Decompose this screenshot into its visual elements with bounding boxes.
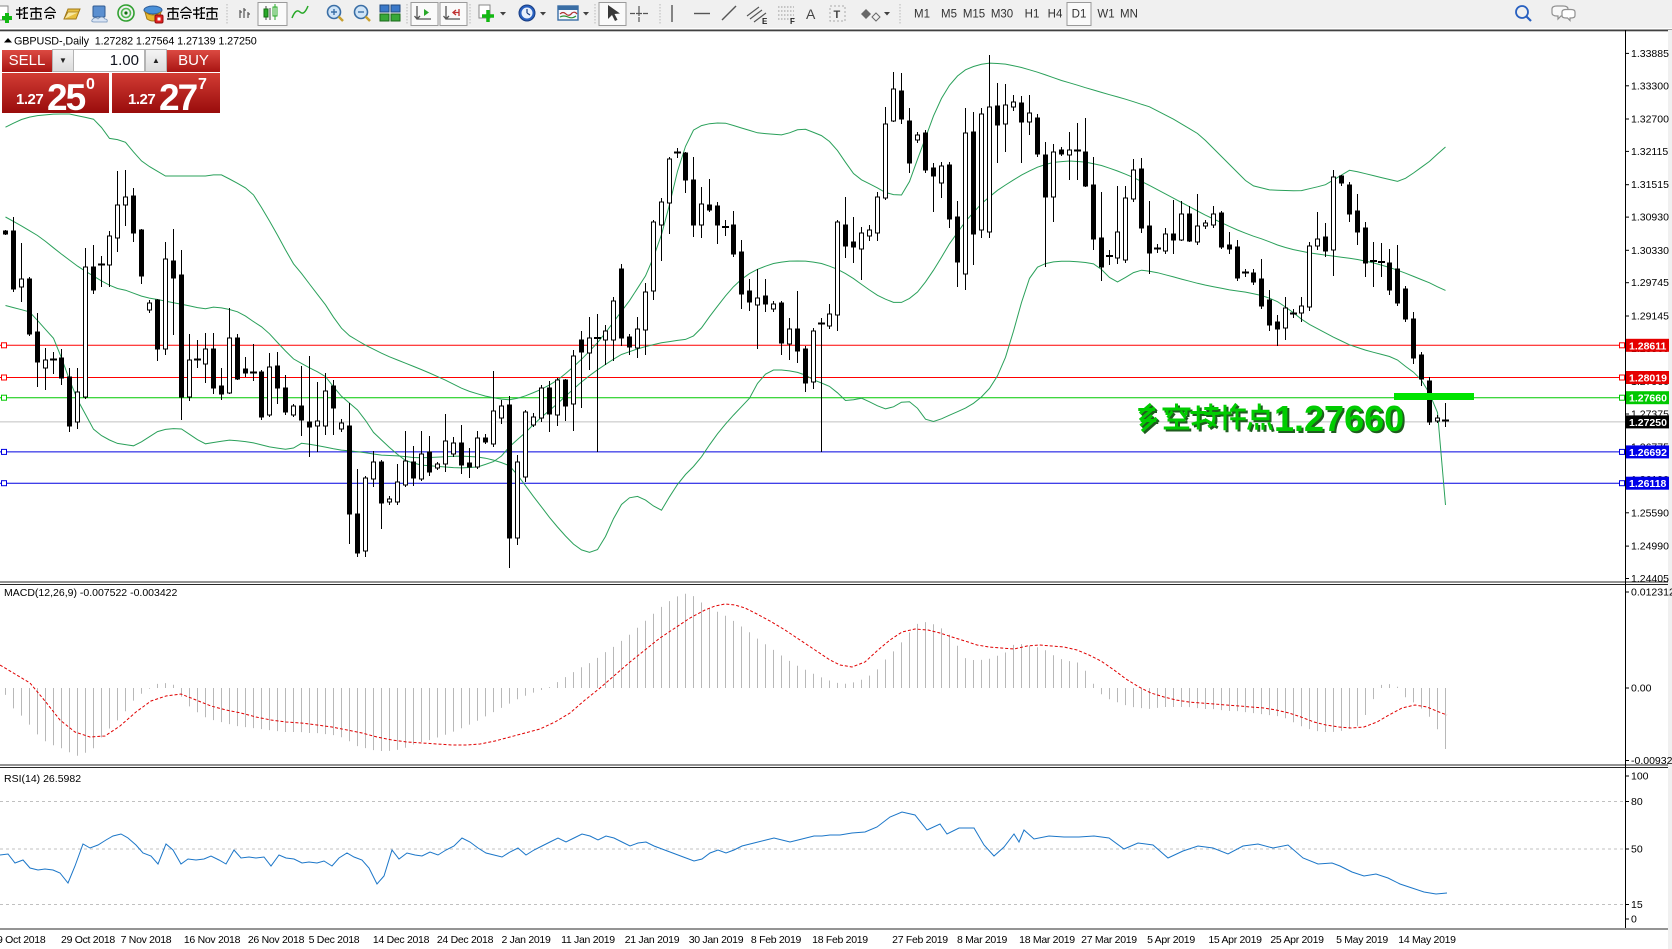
svg-text:8 Mar 2019: 8 Mar 2019 — [957, 934, 1008, 946]
svg-text:2 Jan 2019: 2 Jan 2019 — [502, 934, 551, 946]
svg-text:D1: D1 — [1072, 9, 1087, 21]
svg-text:1.27660: 1.27660 — [1629, 393, 1667, 405]
svg-text:1.30330: 1.30330 — [1631, 245, 1669, 257]
svg-text:MN: MN — [1120, 9, 1138, 21]
svg-text:30 Jan 2019: 30 Jan 2019 — [689, 934, 744, 946]
svg-text:M30: M30 — [991, 9, 1013, 21]
svg-text:1.27250: 1.27250 — [1629, 417, 1667, 429]
svg-text:1.31515: 1.31515 — [1631, 179, 1669, 191]
svg-text:14 Dec 2018: 14 Dec 2018 — [373, 934, 430, 946]
svg-text:0.012312: 0.012312 — [1631, 587, 1672, 599]
svg-text:M1: M1 — [914, 9, 930, 21]
svg-text:H1: H1 — [1025, 9, 1040, 21]
svg-text:26 Nov 2018: 26 Nov 2018 — [248, 934, 305, 946]
svg-text:GBPUSD-,Daily 1.27282 1.27564: GBPUSD-,Daily 1.27282 1.27564 1.27139 1.… — [14, 36, 257, 48]
svg-text:29 Oct 2018: 29 Oct 2018 — [61, 934, 115, 946]
svg-text:15 Apr 2019: 15 Apr 2019 — [1208, 934, 1262, 946]
svg-text:27 Mar 2019: 27 Mar 2019 — [1081, 934, 1137, 946]
svg-text:15: 15 — [1631, 899, 1643, 911]
svg-text:1.27660: 1.27660 — [1274, 398, 1404, 439]
svg-text:T: T — [834, 9, 841, 21]
svg-text:E: E — [762, 17, 768, 26]
svg-text:1.28611: 1.28611 — [1629, 340, 1667, 352]
svg-text:18 Mar 2019: 18 Mar 2019 — [1019, 934, 1075, 946]
svg-text:50: 50 — [1631, 844, 1643, 856]
svg-text:H4: H4 — [1048, 9, 1063, 21]
svg-text:25 Apr 2019: 25 Apr 2019 — [1270, 934, 1324, 946]
svg-text:0.00: 0.00 — [1631, 683, 1652, 695]
svg-text:0: 0 — [1631, 914, 1637, 926]
svg-text:1.25590: 1.25590 — [1631, 507, 1669, 519]
svg-text:14 May 2019: 14 May 2019 — [1398, 934, 1456, 946]
svg-text:RSI(14) 26.5982: RSI(14) 26.5982 — [4, 773, 81, 785]
svg-text:A: A — [806, 6, 816, 22]
svg-text:1.30930: 1.30930 — [1631, 212, 1669, 224]
svg-text:1.32700: 1.32700 — [1631, 114, 1669, 126]
svg-text:M5: M5 — [941, 9, 957, 21]
svg-text:M15: M15 — [963, 9, 985, 21]
svg-text:21 Jan 2019: 21 Jan 2019 — [625, 934, 680, 946]
svg-text:F: F — [790, 17, 795, 26]
svg-text:1.29145: 1.29145 — [1631, 311, 1669, 323]
svg-text:-0.009328: -0.009328 — [1631, 755, 1672, 767]
svg-text:1.28019: 1.28019 — [1629, 373, 1667, 385]
svg-text:1.26692: 1.26692 — [1629, 447, 1667, 459]
svg-text:5 Dec 2018: 5 Dec 2018 — [309, 934, 360, 946]
svg-text:1.26118: 1.26118 — [1629, 478, 1667, 490]
svg-text:7 Nov 2018: 7 Nov 2018 — [121, 934, 172, 946]
svg-text:1.27660: 1.27660 — [1276, 400, 1406, 441]
svg-text:1.33300: 1.33300 — [1631, 80, 1669, 92]
svg-text:1.24990: 1.24990 — [1631, 541, 1669, 553]
svg-text:80: 80 — [1631, 796, 1643, 808]
svg-text:W1: W1 — [1097, 9, 1114, 21]
svg-text:9 Oct 2018: 9 Oct 2018 — [0, 934, 46, 946]
svg-text:100: 100 — [1631, 771, 1649, 783]
svg-text:MACD(12,26,9) -0.007522 -0.003: MACD(12,26,9) -0.007522 -0.003422 — [4, 587, 178, 599]
svg-text:1.32115: 1.32115 — [1631, 146, 1668, 158]
svg-text:27 Feb 2019: 27 Feb 2019 — [892, 934, 948, 946]
svg-text:11 Jan 2019: 11 Jan 2019 — [561, 934, 615, 946]
svg-text:1.33885: 1.33885 — [1631, 48, 1669, 60]
svg-text:1.24405: 1.24405 — [1631, 573, 1669, 585]
svg-text:24 Dec 2018: 24 Dec 2018 — [437, 934, 494, 946]
svg-text:8 Feb 2019: 8 Feb 2019 — [751, 934, 802, 946]
svg-text:5 May 2019: 5 May 2019 — [1336, 934, 1388, 946]
svg-text:16 Nov 2018: 16 Nov 2018 — [184, 934, 241, 946]
svg-text:5 Apr 2019: 5 Apr 2019 — [1147, 934, 1195, 946]
svg-text:1.29745: 1.29745 — [1631, 277, 1669, 289]
svg-text:18 Feb 2019: 18 Feb 2019 — [812, 934, 868, 946]
